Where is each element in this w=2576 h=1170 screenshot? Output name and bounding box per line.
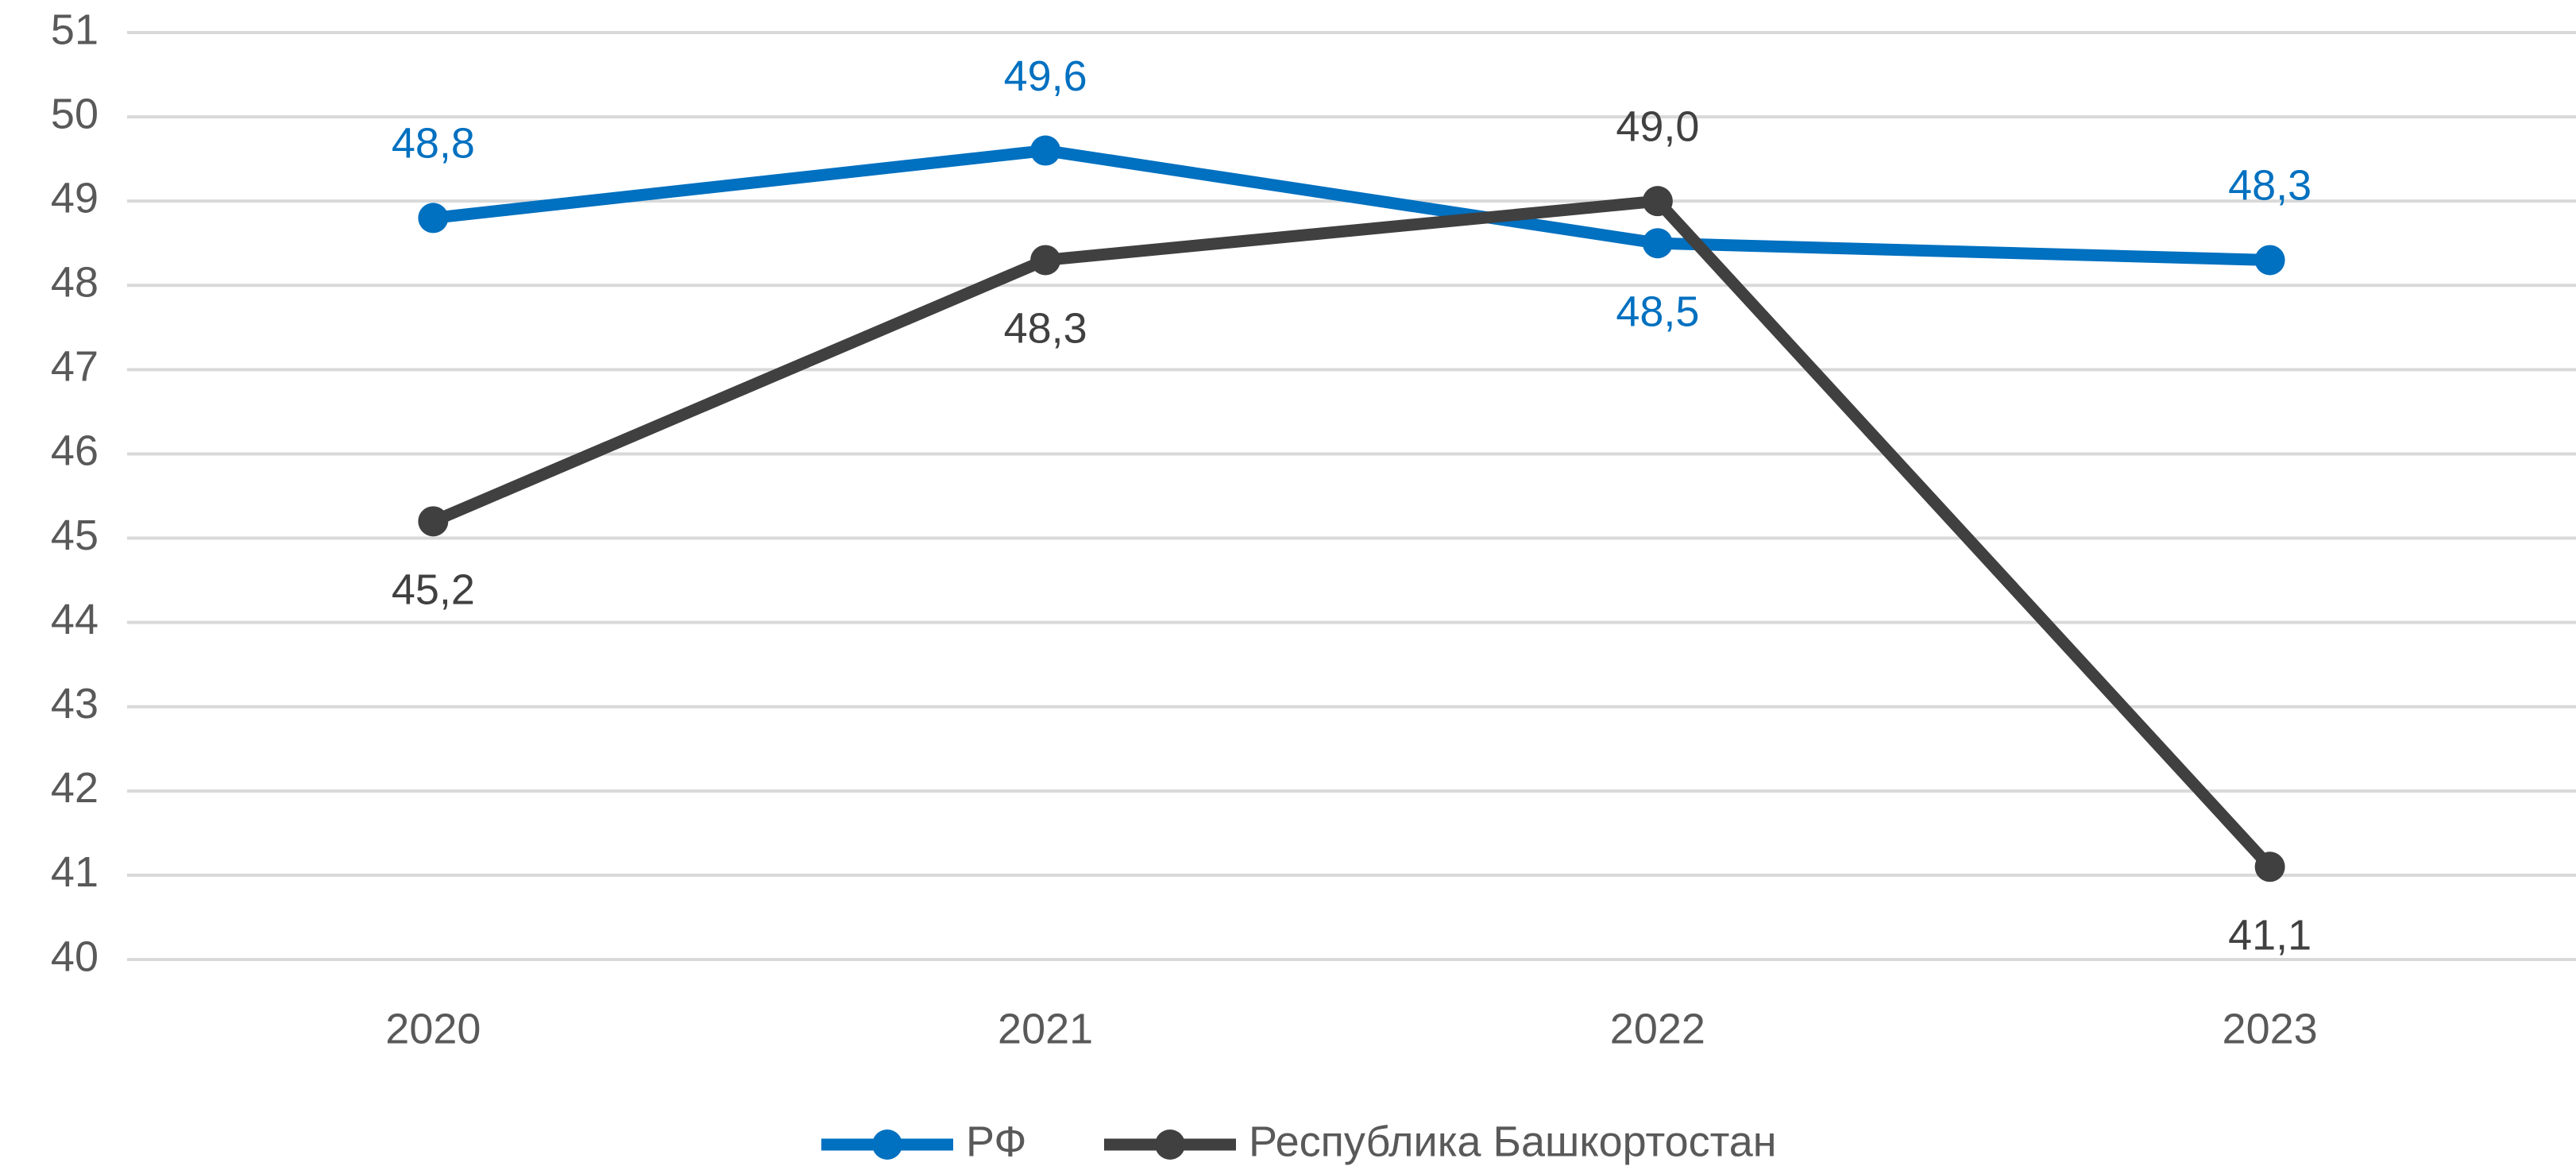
legend-marker [1155,1129,1185,1160]
marker [1642,228,1673,259]
y-tick-label: 45 [51,512,98,559]
y-tick-label: 41 [51,848,98,896]
data-label: 49,0 [1616,102,1699,150]
y-tick-label: 48 [51,259,98,307]
y-tick-label: 50 [51,90,98,137]
data-label: 48,5 [1616,288,1699,335]
marker [418,506,449,537]
y-tick-label: 40 [51,933,98,980]
y-tick-label: 42 [51,764,98,812]
marker [418,203,449,234]
data-label: 41,1 [2228,912,2311,960]
data-label: 48,3 [1004,305,1087,353]
data-label: 45,2 [392,566,475,614]
y-tick-label: 46 [51,427,98,475]
legend-marker [872,1129,902,1160]
y-tick-label: 43 [51,680,98,728]
series-line [432,145,2270,266]
marker [2254,245,2285,276]
series-line [431,195,2275,871]
legend-label: РФ [966,1118,1026,1165]
y-tick-label: 51 [51,6,98,53]
legend-label: Республика Башкортостан [1249,1118,1777,1165]
data-label: 49,6 [1004,52,1087,100]
marker [2254,851,2285,882]
data-label: 48,8 [392,120,475,168]
marker [1030,135,1061,166]
marker [1030,245,1061,276]
data-label: 48,3 [2228,162,2311,210]
y-tick-label: 44 [51,596,98,643]
x-tick-label: 2020 [385,1005,481,1052]
x-tick-label: 2021 [998,1005,1093,1052]
y-tick-label: 47 [51,343,98,391]
marker [1642,186,1673,217]
x-tick-label: 2022 [1610,1005,1705,1052]
y-tick-label: 49 [51,174,98,222]
x-tick-label: 2023 [2223,1005,2318,1052]
